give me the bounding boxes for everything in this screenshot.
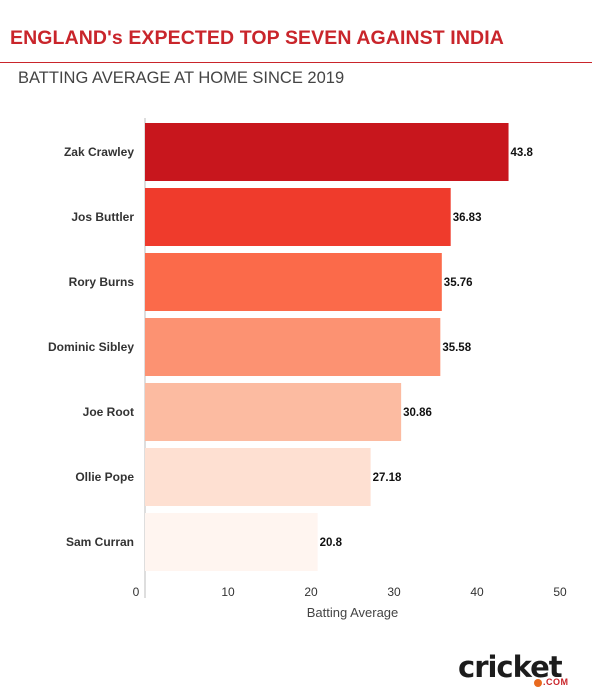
bar <box>145 448 371 506</box>
data-label: 36.83 <box>453 212 482 224</box>
data-label: 30.86 <box>403 407 432 419</box>
bar <box>145 253 442 311</box>
logo-wordmark: cricket <box>458 650 563 684</box>
bar <box>145 123 509 181</box>
x-tick-label: 20 <box>304 585 318 599</box>
data-label: 20.8 <box>320 537 343 549</box>
title-divider <box>0 62 592 63</box>
category-label: Joe Root <box>83 405 134 419</box>
bar <box>145 188 451 246</box>
bar-chart: Zak Crawley 43.8 Jos Buttler 36.83 Rory Burn… <box>48 118 567 620</box>
x-tick-label: 50 <box>553 585 567 599</box>
category-label: Zak Crawley <box>64 145 134 159</box>
data-label: 35.76 <box>444 277 473 289</box>
x-axis-title: Batting Average <box>307 605 399 620</box>
category-label: Sam Curran <box>66 535 134 549</box>
bar <box>145 383 402 441</box>
data-label: 35.58 <box>442 342 471 354</box>
category-label: Dominic Sibley <box>48 340 134 354</box>
cricket-ball-icon <box>534 679 542 687</box>
x-tick-label: 0 <box>133 585 140 599</box>
logo-suffix: .COM <box>543 677 569 687</box>
brand-logo: cricket .COM <box>458 650 578 690</box>
category-label: Rory Burns <box>69 275 135 289</box>
chart-subtitle: BATTING AVERAGE AT HOME SINCE 2019 <box>18 69 345 87</box>
x-tick-label: 10 <box>221 585 235 599</box>
category-label: Jos Buttler <box>71 210 134 224</box>
category-label: Ollie Pope <box>75 470 134 484</box>
x-tick-label: 40 <box>470 585 484 599</box>
chart-title: ENGLAND's EXPECTED TOP SEVEN AGAINST IND… <box>10 27 504 49</box>
bar <box>145 513 318 571</box>
data-label: 43.8 <box>511 147 534 159</box>
x-tick-label: 30 <box>387 585 401 599</box>
data-label: 27.18 <box>373 472 402 484</box>
bar <box>145 318 441 376</box>
